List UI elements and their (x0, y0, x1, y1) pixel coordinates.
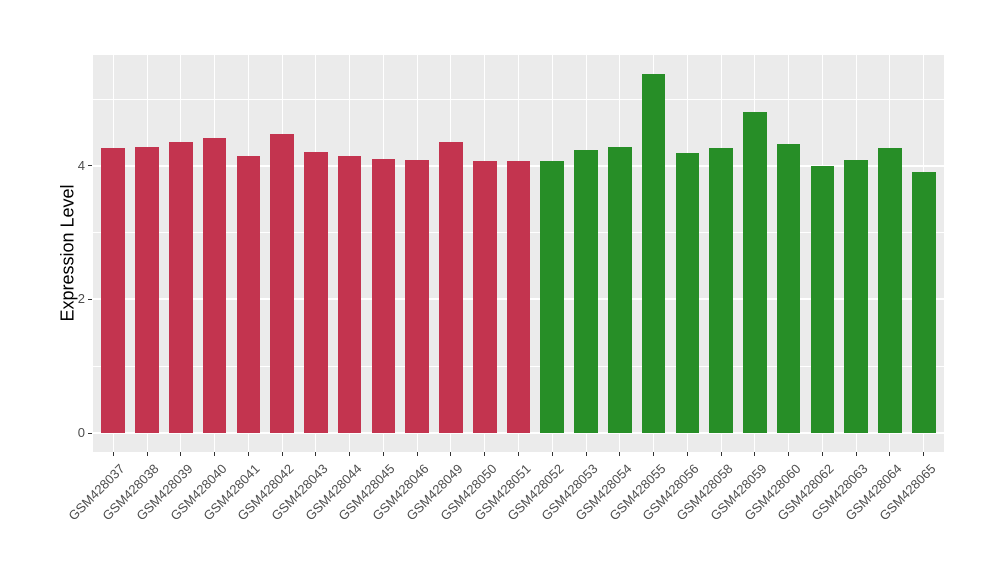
bar-GSM428062 (810, 165, 835, 433)
bar-GSM428044 (337, 156, 362, 433)
x-tick-mark (821, 452, 823, 456)
x-tick-mark (923, 452, 925, 456)
bar-GSM428043 (304, 151, 328, 433)
y-tick-label: 0 (77, 425, 85, 440)
bar-GSM428041 (236, 155, 261, 433)
y-tick-mark (88, 165, 92, 167)
plot-panel (93, 55, 944, 452)
bar-GSM428058 (709, 147, 733, 433)
x-tick-mark (382, 452, 384, 456)
x-tick-mark (315, 452, 317, 456)
bar-GSM428045 (371, 159, 396, 433)
y-tick-label: 4 (77, 157, 85, 173)
bar-GSM428059 (743, 111, 767, 433)
bar-GSM428056 (675, 153, 700, 433)
x-tick-mark (214, 452, 216, 456)
y-tick-mark (88, 432, 92, 434)
bar-GSM428042 (270, 133, 294, 433)
x-tick-mark (112, 452, 114, 456)
x-tick-mark (855, 452, 857, 456)
x-tick-mark (416, 452, 418, 456)
bar-GSM428065 (911, 171, 936, 433)
bar-GSM428064 (878, 148, 902, 433)
x-tick-mark (518, 452, 519, 456)
x-tick-mark (686, 452, 688, 456)
x-tick-mark (484, 452, 486, 456)
y-tick-mark (88, 298, 92, 300)
bar-GSM428038 (135, 147, 159, 433)
x-tick-mark (180, 452, 182, 456)
bar-GSM428053 (574, 149, 598, 433)
x-tick-mark (551, 452, 553, 456)
bar-GSM428040 (202, 138, 227, 433)
bar-GSM428063 (844, 159, 868, 433)
x-tick-mark (247, 452, 249, 456)
x-tick-mark (585, 452, 587, 456)
bar-GSM428055 (641, 74, 666, 433)
x-tick-mark (788, 452, 790, 456)
bar-GSM428060 (776, 143, 801, 433)
x-tick-mark (281, 452, 283, 456)
x-tick-mark (349, 452, 351, 456)
x-tick-mark (720, 452, 722, 456)
bar-GSM428051 (506, 161, 531, 433)
x-tick-mark (889, 452, 891, 456)
bar-GSM428052 (540, 161, 565, 433)
x-tick-mark (653, 452, 655, 456)
x-tick-mark (146, 452, 148, 456)
bar-GSM428046 (405, 159, 429, 433)
x-tick-mark (754, 452, 756, 456)
bar-GSM428037 (101, 148, 126, 433)
bar-GSM428050 (472, 161, 497, 433)
x-tick-mark (619, 452, 621, 456)
bar-GSM428054 (608, 147, 632, 433)
bar-GSM428049 (439, 141, 463, 433)
x-tick-mark (450, 452, 452, 456)
bar-GSM428039 (169, 141, 193, 433)
y-tick-label: 2 (77, 291, 85, 307)
